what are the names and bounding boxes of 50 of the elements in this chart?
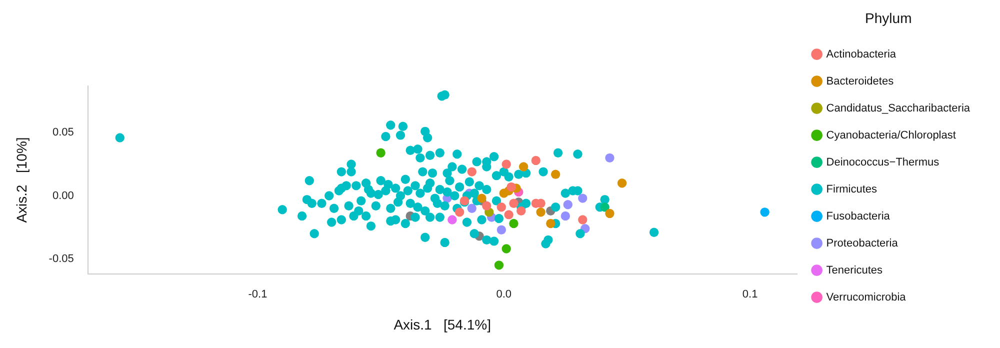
- point: [560, 211, 570, 221]
- point: [454, 208, 464, 217]
- point: [760, 208, 770, 217]
- point: [605, 153, 614, 163]
- legend-label: Fusobacteria: [826, 210, 891, 222]
- point: [499, 188, 508, 198]
- point: [600, 202, 610, 212]
- legend-label: Verrucomicrobia: [826, 291, 907, 304]
- point: [376, 148, 386, 158]
- point: [516, 206, 526, 216]
- legend-title: Phylum: [865, 10, 912, 26]
- point: [509, 198, 518, 208]
- point: [448, 215, 457, 224]
- point: [494, 260, 504, 270]
- y-tick-label: 0.00: [52, 190, 74, 202]
- point: [605, 208, 614, 218]
- x-tick-label: 0.0: [496, 288, 512, 301]
- point: [518, 162, 528, 172]
- point: [496, 225, 506, 234]
- x-tick-label: -0.1: [248, 288, 268, 301]
- legend-label: Proteobacteria: [826, 237, 899, 250]
- point: [506, 182, 516, 192]
- point: [563, 200, 572, 210]
- y-tick-label: 0.05: [52, 126, 74, 139]
- point: [531, 156, 540, 166]
- legend-label: Deinococcus−Thermus: [826, 156, 940, 168]
- point: [504, 210, 514, 220]
- y-axis-title: Axis.2 [10%]: [13, 137, 30, 223]
- point: [550, 170, 560, 179]
- point: [617, 178, 627, 188]
- legend-label: Firmicutes: [826, 183, 878, 196]
- legend-label: Cyanobacteria/Chloroplast: [826, 129, 956, 142]
- point: [502, 244, 511, 254]
- legend-label: Bacteroidetes: [826, 75, 894, 88]
- x-tick-label: 0.1: [742, 288, 758, 301]
- point: [482, 201, 492, 210]
- legend-label: Tenericutes: [826, 264, 884, 276]
- point: [536, 208, 546, 217]
- point: [496, 202, 506, 212]
- point: [509, 218, 518, 228]
- point: [578, 194, 588, 203]
- x-axis-title: Axis.1 [54.1%]: [394, 316, 491, 332]
- point: [578, 215, 588, 224]
- legend-label: Candidatus_Saccharibacteria: [826, 102, 971, 114]
- point: [502, 160, 511, 169]
- legend-label: Actinobacteria: [826, 48, 897, 60]
- point: [467, 204, 476, 213]
- point: [467, 167, 476, 176]
- y-tick-label: -0.05: [48, 252, 74, 265]
- point: [546, 218, 556, 228]
